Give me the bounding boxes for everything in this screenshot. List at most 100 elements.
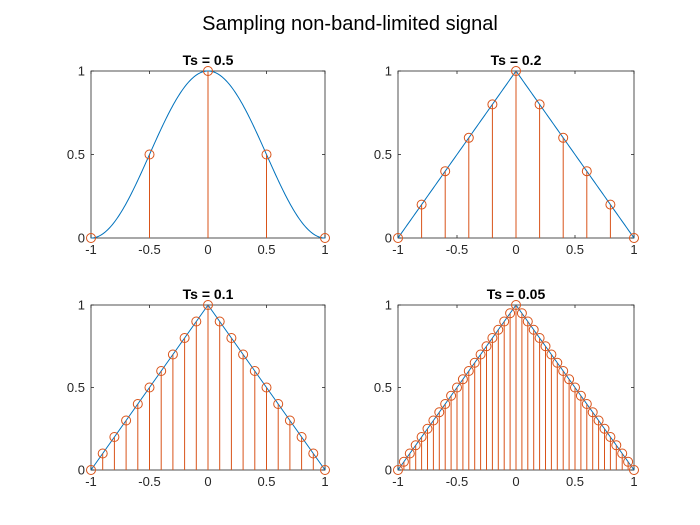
subplot-ts-0-1: Ts = 0.1 -1 -0.5 0 0.5 1 0 0.5 1 (67, 286, 330, 489)
sample-marker (273, 399, 284, 409)
sample-marker (86, 465, 96, 475)
y-tick-label: 0.5 (67, 380, 85, 395)
sample-marker (416, 199, 427, 210)
x-tick-label: 0 (512, 474, 519, 489)
sample-marker (516, 308, 527, 319)
sample-marker (452, 382, 462, 393)
sample-marker (238, 349, 249, 360)
y-tick-label: 0 (385, 463, 392, 478)
sample-marker (179, 333, 190, 343)
x-tick-label: -1 (392, 242, 404, 257)
sample-marker (320, 465, 330, 475)
sample-marker (440, 166, 451, 177)
x-tick-label: 1 (321, 474, 328, 489)
x-tick-label: 0.5 (257, 242, 275, 257)
x-tick-label: 0.5 (566, 242, 584, 257)
subplot-ts-0-2: Ts = 0.2 -1 -0.5 0 0.5 1 0 0.5 1 (374, 52, 639, 257)
sample-marker (593, 415, 604, 426)
sample-marker (393, 465, 403, 475)
sample-marker (191, 316, 202, 327)
sample-marker (487, 99, 498, 110)
sample-marker (434, 407, 445, 418)
subplot-title: Ts = 0.1 (183, 286, 234, 302)
y-tick-label: 0 (78, 231, 85, 246)
sample-marker (320, 233, 330, 243)
y-tick-label: 1 (78, 64, 85, 79)
sample-marker (446, 390, 457, 401)
sample-marker (575, 390, 586, 401)
sample-marker (587, 407, 598, 418)
x-tick-label: -1 (85, 474, 97, 489)
sample-marker (505, 308, 516, 319)
sample-marker (546, 349, 557, 360)
sample-marker (629, 465, 639, 475)
y-tick-label: 0.5 (67, 147, 85, 162)
sample-marker (284, 415, 295, 426)
x-tick-label: -0.5 (446, 474, 468, 489)
sample-marker (144, 149, 155, 160)
sample-marker (121, 415, 132, 426)
sample-marker (463, 366, 474, 376)
sample-marker (581, 166, 592, 177)
sample-marker (534, 99, 545, 110)
y-tick-label: 0.5 (374, 380, 392, 395)
sample-marker (558, 132, 569, 143)
sample-marker (440, 399, 451, 409)
sample-marker (86, 233, 96, 243)
sample-marker (463, 132, 474, 143)
subplot-ts-0-5: Ts = 0.5 -1 -0.5 0 0.5 1 0 0.5 1 (67, 52, 330, 257)
subplot-title: Ts = 0.2 (491, 52, 542, 68)
sample-marker (203, 66, 213, 76)
sample-marker (393, 233, 403, 243)
sample-marker (144, 382, 155, 393)
sample-marker (540, 341, 551, 352)
sample-marker (261, 382, 272, 393)
sample-marker (605, 432, 616, 442)
sample-marker (398, 456, 409, 467)
subplot-ts-0-05: Ts = 0.05 -1 -0.5 0 0.5 1 0 0.5 1 (374, 286, 639, 489)
sample-marker (457, 374, 468, 385)
sample-marker (404, 448, 415, 459)
sample-marker (97, 448, 108, 459)
x-tick-label: 1 (630, 242, 637, 257)
sample-marker (475, 349, 486, 360)
sample-marker (493, 324, 504, 335)
x-tick-label: 0 (204, 474, 211, 489)
x-tick-label: 1 (321, 242, 328, 257)
sample-marker (511, 66, 521, 76)
sample-marker (605, 199, 616, 210)
sample-marker (617, 448, 628, 459)
x-tick-label: -0.5 (138, 474, 160, 489)
x-tick-label: 0.5 (257, 474, 275, 489)
sample-marker (487, 333, 498, 343)
sample-marker (623, 456, 634, 467)
y-tick-label: 0 (78, 463, 85, 478)
sample-marker (570, 382, 580, 393)
sample-marker (481, 341, 492, 352)
sample-marker (132, 399, 143, 409)
sample-marker (109, 432, 120, 442)
sample-marker (469, 357, 480, 368)
y-tick-label: 0 (385, 231, 392, 246)
x-tick-label: 0.5 (566, 474, 584, 489)
sample-marker (410, 440, 421, 451)
sample-marker (564, 374, 575, 385)
sample-marker (629, 233, 639, 243)
sample-marker (261, 149, 272, 160)
y-tick-label: 1 (385, 298, 392, 313)
sample-marker (167, 349, 178, 360)
sample-marker (552, 357, 563, 368)
figure-title: Sampling non-band-limited signal (202, 13, 498, 35)
sample-marker (499, 316, 510, 327)
y-tick-label: 1 (385, 64, 392, 79)
y-tick-label: 1 (78, 298, 85, 313)
sample-marker (581, 399, 592, 409)
x-tick-label: 0 (512, 242, 519, 257)
sample-marker (156, 366, 167, 376)
sample-marker (528, 324, 539, 335)
sample-marker (296, 432, 307, 442)
x-tick-label: 0 (204, 242, 211, 257)
sample-marker (428, 415, 439, 426)
